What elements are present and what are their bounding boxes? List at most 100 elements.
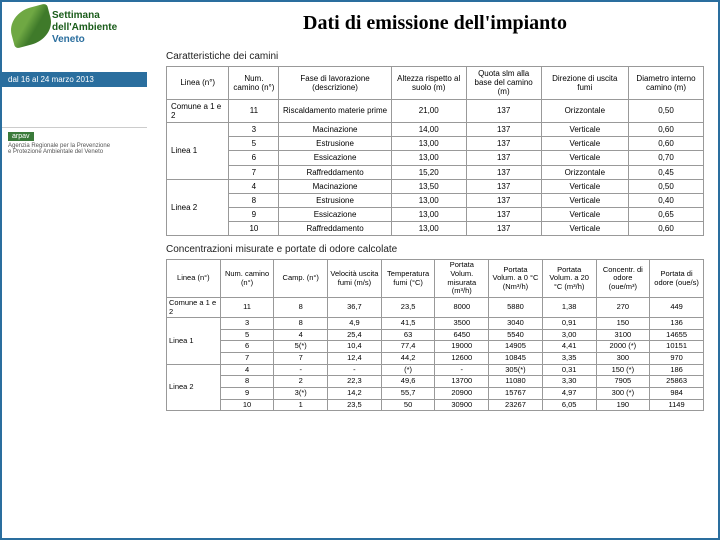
cell: 137 [466, 99, 541, 122]
group-label: Linea 1 [167, 318, 221, 365]
cell: 77,4 [381, 341, 435, 353]
cell: 3040 [489, 318, 543, 330]
cell: Verticale [541, 122, 628, 136]
cell: 50 [381, 399, 435, 411]
cell: 0,31 [542, 364, 596, 376]
col-header: Concentr. di odore (oue/m³) [596, 260, 650, 298]
cell: 8 [274, 297, 328, 317]
logo-line2: dell'Ambiente [52, 22, 117, 33]
cell: 9 [220, 387, 274, 399]
cell: 0,45 [629, 165, 704, 179]
cell: 13,00 [391, 137, 466, 151]
cell: 1 [274, 399, 328, 411]
cell: 8000 [435, 297, 489, 317]
cell: 137 [466, 165, 541, 179]
cell: 137 [466, 122, 541, 136]
group-label: Linea 1 [167, 122, 229, 179]
cell: 137 [466, 193, 541, 207]
cell: 1149 [650, 399, 704, 411]
cell: 10 [229, 222, 279, 236]
cell: 15767 [489, 387, 543, 399]
cell: 25863 [650, 376, 704, 388]
col-header: Velocità uscita fumi (m/s) [328, 260, 382, 298]
cell: - [435, 364, 489, 376]
table-row: Comune a 1 e 211836,723,5800058801,38270… [167, 297, 704, 317]
cell: - [274, 364, 328, 376]
cell: - [328, 364, 382, 376]
col-header: Diametro interno camino (m) [629, 67, 704, 100]
table-row: 8222,349,613700110803,30790525863 [167, 376, 704, 388]
cell: 449 [650, 297, 704, 317]
cell: 7 [274, 353, 328, 365]
cell: 10845 [489, 353, 543, 365]
cell: 0,40 [629, 193, 704, 207]
cell: 3100 [596, 329, 650, 341]
group-label: Comune a 1 e 2 [167, 99, 229, 122]
cell: 13700 [435, 376, 489, 388]
cell: 55,7 [381, 387, 435, 399]
cell: 137 [466, 151, 541, 165]
table-row: 7712,444,212600108453,35300970 [167, 353, 704, 365]
table-concentrazioni: Linea (n°)Num. camino (n°)Camp. (n°)Velo… [166, 259, 704, 411]
col-header: Quota slm alla base del camino (m) [466, 67, 541, 100]
cell: 6450 [435, 329, 489, 341]
cell: 0,50 [629, 99, 704, 122]
col-header: Portata Volum. misurata (m³/h) [435, 260, 489, 298]
cell: 6 [229, 151, 279, 165]
cell: Riscaldamento materie prime [279, 99, 391, 122]
table-row: 9Essicazione13,00137Verticale0,65 [167, 208, 704, 222]
cell: 10 [220, 399, 274, 411]
cell: 3,00 [542, 329, 596, 341]
col-header: Portata Volum. a 20 °C (m³/h) [542, 260, 596, 298]
leaf-icon [6, 3, 56, 49]
table-row: Linea 13Macinazione14,00137Verticale0,60 [167, 122, 704, 136]
cell: 300 (*) [596, 387, 650, 399]
cell: 0,65 [629, 208, 704, 222]
col-header: Linea (n°) [167, 67, 229, 100]
arpav-logo: arpav [8, 132, 34, 141]
col-header: Portata Volum. a 0 °C (Nm³/h) [489, 260, 543, 298]
sidebar: Settimana dell'Ambiente Veneto dal 16 al… [2, 2, 147, 538]
col-header: Altezza rispetto al suolo (m) [391, 67, 466, 100]
cell: 13,50 [391, 179, 466, 193]
cell: 8 [274, 318, 328, 330]
cell: 8 [229, 193, 279, 207]
cell: 14,00 [391, 122, 466, 136]
cell: 137 [466, 137, 541, 151]
table-row: 8Estrusione13,00137Verticale0,40 [167, 193, 704, 207]
cell: 137 [466, 222, 541, 236]
cell: Verticale [541, 222, 628, 236]
cell: Verticale [541, 208, 628, 222]
table-row: 93(*)14,255,720900157674,97300 (*)984 [167, 387, 704, 399]
cell: 186 [650, 364, 704, 376]
cell: 4,97 [542, 387, 596, 399]
cell: 12,4 [328, 353, 382, 365]
cell: Macinazione [279, 122, 391, 136]
cell: 7905 [596, 376, 650, 388]
page-title: Dati di emissione dell'impianto [166, 12, 704, 35]
cell: 14905 [489, 341, 543, 353]
cell: 970 [650, 353, 704, 365]
table-row: 5Estrusione13,00137Verticale0,60 [167, 137, 704, 151]
arpav-box: arpav Agenzia Regionale per la Prevenzio… [2, 127, 147, 159]
cell: Verticale [541, 193, 628, 207]
cell: 4,9 [328, 318, 382, 330]
cell: 5880 [489, 297, 543, 317]
cell: 3,30 [542, 376, 596, 388]
cell: 20900 [435, 387, 489, 399]
cell: 10,4 [328, 341, 382, 353]
cell: 305(*) [489, 364, 543, 376]
col-header: Linea (n°) [167, 260, 221, 298]
cell: 19000 [435, 341, 489, 353]
cell: 4 [220, 364, 274, 376]
table-row: 6Essicazione13,00137Verticale0,70 [167, 151, 704, 165]
event-logo: Settimana dell'Ambiente Veneto dal 16 al… [2, 2, 147, 87]
cell: 2000 (*) [596, 341, 650, 353]
cell: 11 [220, 297, 274, 317]
cell: Essicazione [279, 208, 391, 222]
col-header: Num. camino (n°) [220, 260, 274, 298]
table-row: 5425,463645055403,00310014655 [167, 329, 704, 341]
col-header: Camp. (n°) [274, 260, 328, 298]
col-header: Temperatura fumi (°C) [381, 260, 435, 298]
cell: 4 [229, 179, 279, 193]
